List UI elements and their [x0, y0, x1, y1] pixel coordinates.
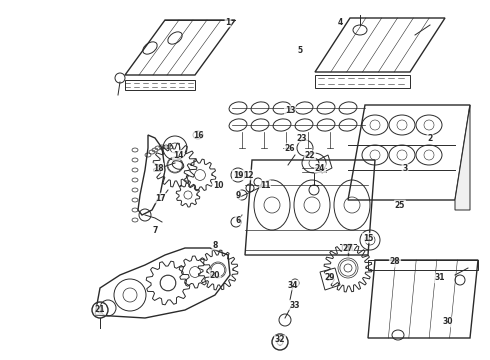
Text: 18: 18: [153, 163, 163, 172]
Text: 12: 12: [243, 171, 253, 180]
Text: 2: 2: [427, 134, 433, 143]
Text: 14: 14: [173, 150, 183, 159]
Text: 17: 17: [155, 194, 165, 202]
Text: 31: 31: [435, 274, 445, 283]
Text: 24: 24: [315, 163, 325, 172]
Text: 8: 8: [212, 240, 218, 249]
Text: 26: 26: [285, 144, 295, 153]
Text: 21: 21: [95, 306, 105, 315]
Text: 27: 27: [343, 243, 353, 252]
Text: 7: 7: [152, 225, 158, 234]
Text: 5: 5: [297, 45, 302, 54]
Polygon shape: [455, 105, 470, 210]
Text: 30: 30: [443, 318, 453, 327]
Text: 20: 20: [210, 270, 220, 279]
Text: 33: 33: [290, 301, 300, 310]
Text: 10: 10: [213, 180, 223, 189]
Text: 4: 4: [338, 18, 343, 27]
Text: 23: 23: [297, 134, 307, 143]
Text: 22: 22: [305, 150, 315, 159]
Text: 32: 32: [275, 336, 285, 345]
Text: 15: 15: [363, 234, 373, 243]
Text: 6: 6: [235, 216, 241, 225]
Text: 29: 29: [325, 274, 335, 283]
Text: 3: 3: [402, 163, 408, 172]
Text: 16: 16: [193, 131, 203, 140]
Text: 11: 11: [260, 180, 270, 189]
Text: 25: 25: [395, 201, 405, 210]
Text: 9: 9: [235, 190, 241, 199]
Text: 1: 1: [225, 18, 231, 27]
Text: 13: 13: [285, 105, 295, 114]
Text: 28: 28: [390, 257, 400, 266]
Text: 19: 19: [233, 171, 243, 180]
Text: 34: 34: [288, 280, 298, 289]
